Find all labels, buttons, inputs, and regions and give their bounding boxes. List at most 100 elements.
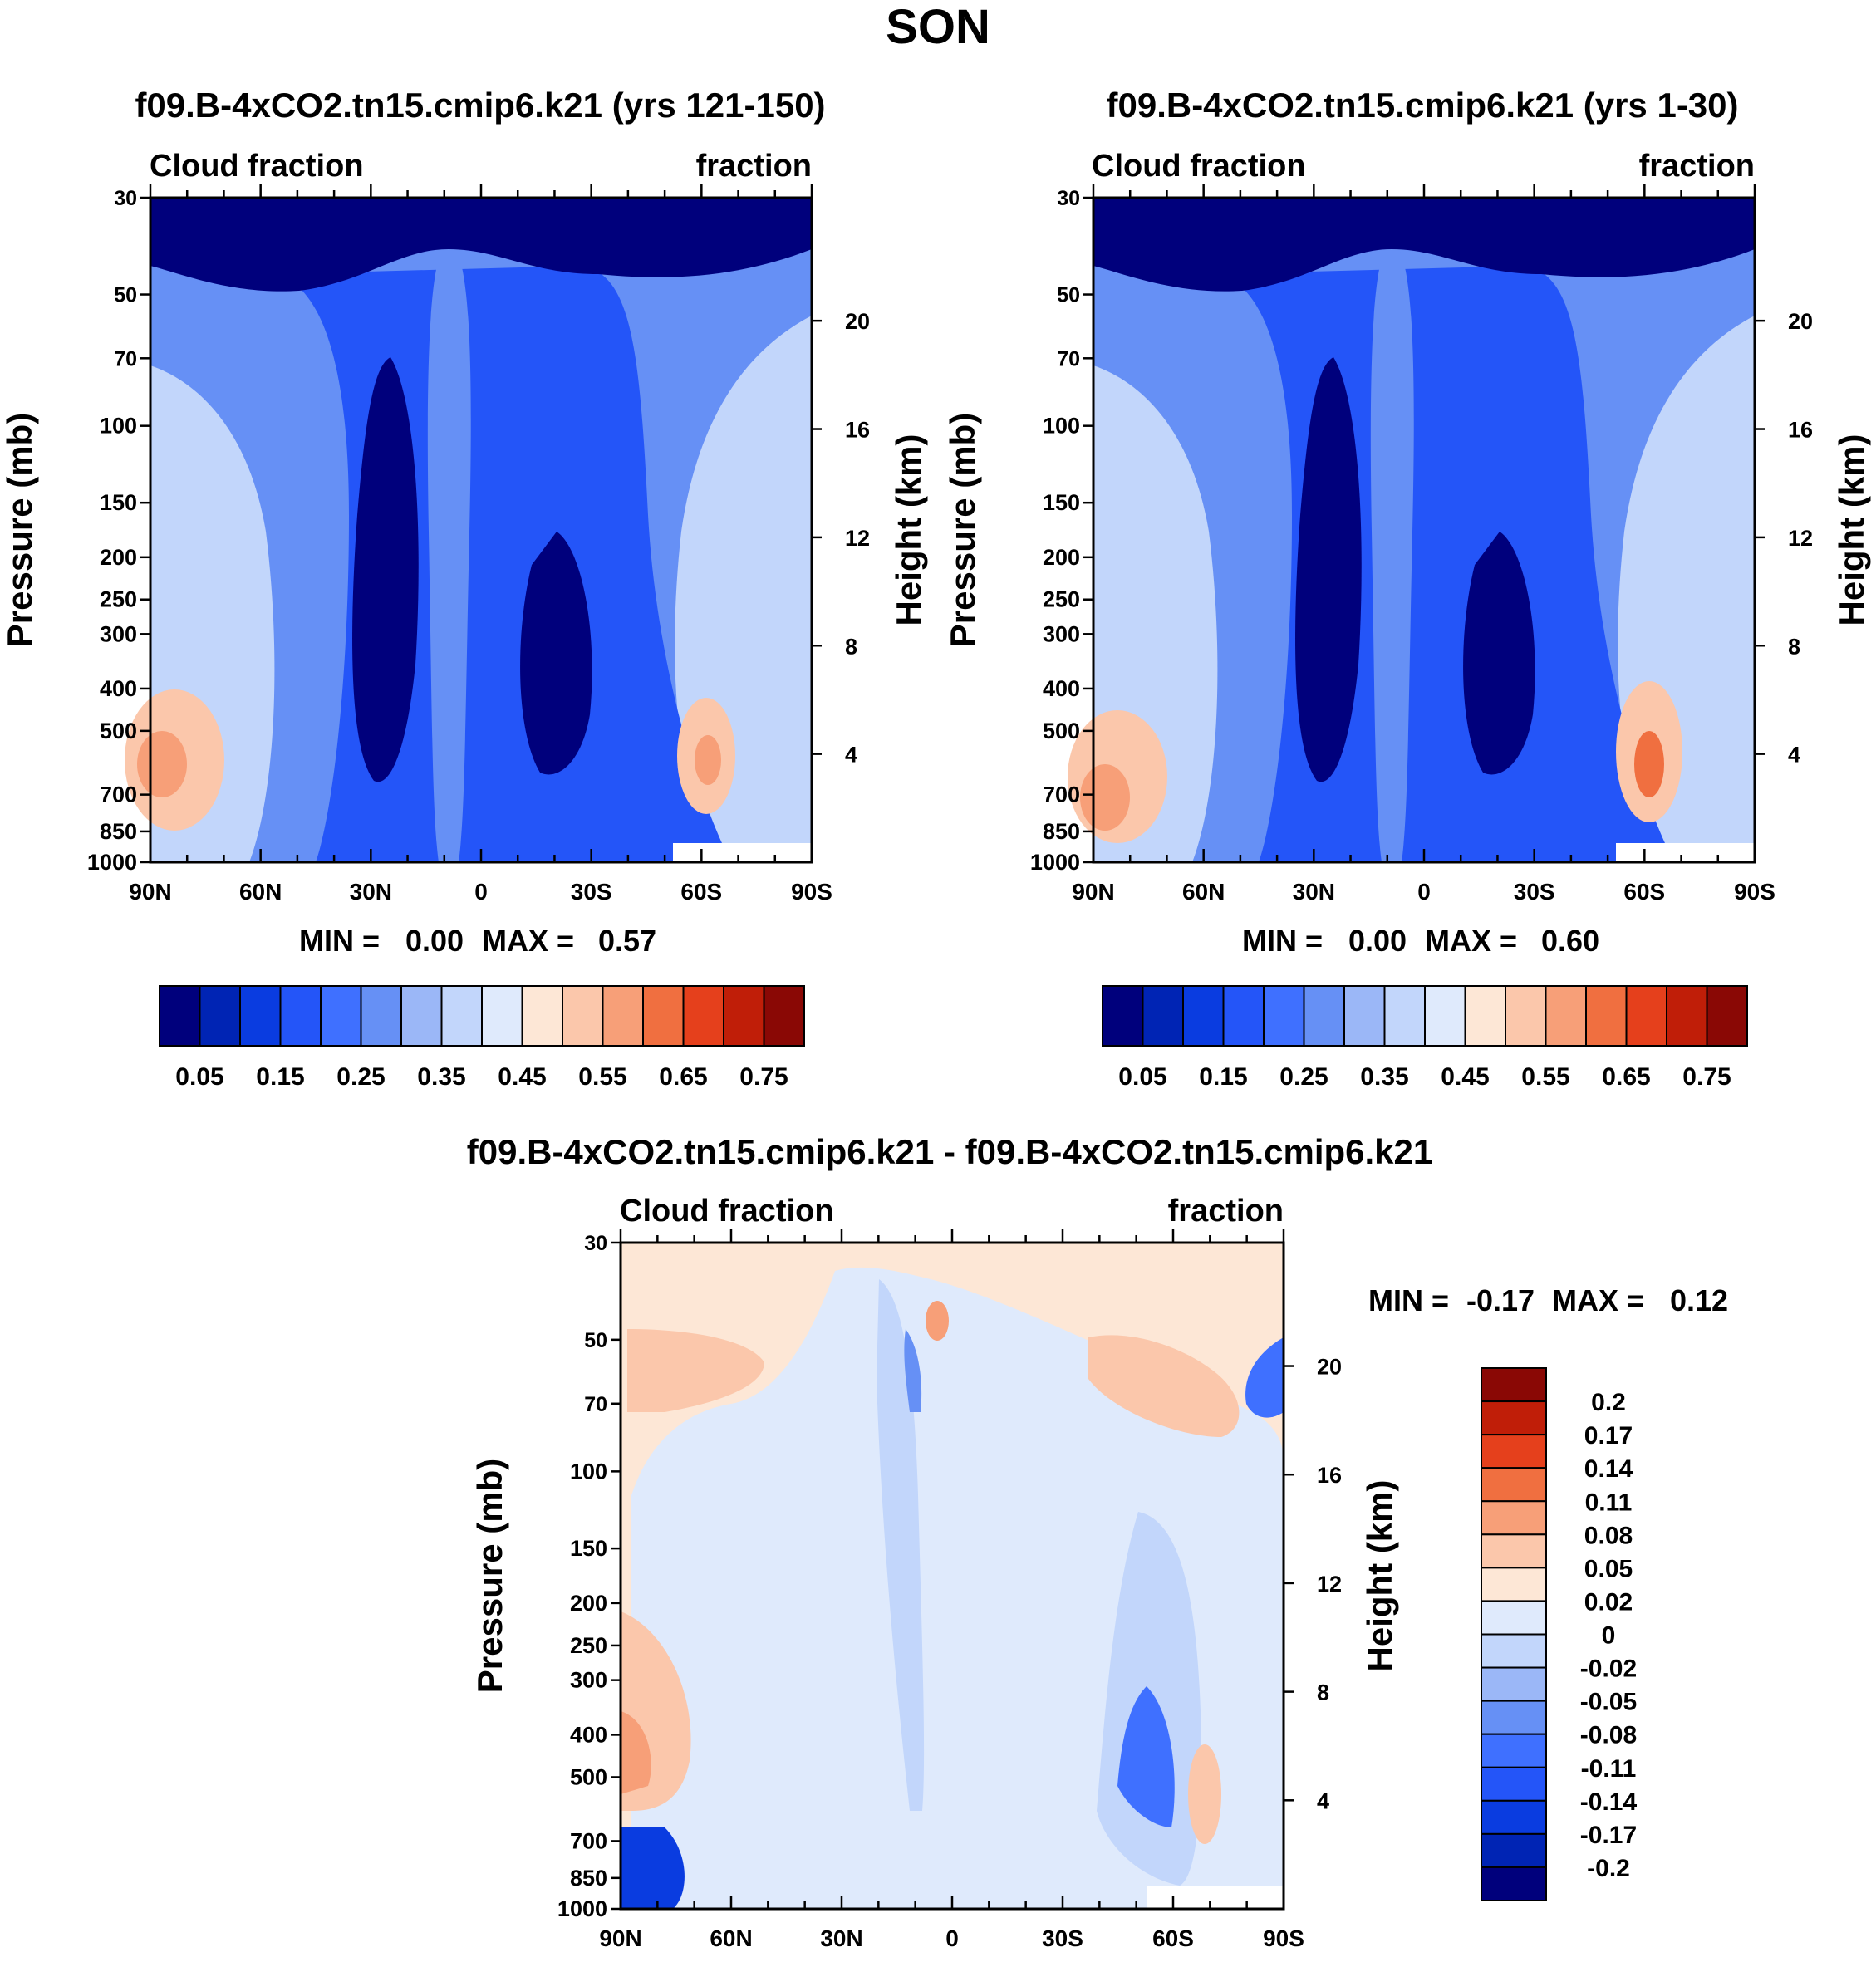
pressure-tick-label: 700 — [570, 1828, 607, 1853]
pressure-tick-label: 30 — [114, 187, 137, 210]
pressure-tick-label: 850 — [100, 819, 137, 844]
pressure-tick-label: 400 — [100, 676, 137, 701]
field-contour-stratocumulus-n-core — [1080, 764, 1130, 831]
colorbar-label: 0.02 — [1584, 1588, 1633, 1616]
y-axis-label: Pressure (mb) — [0, 413, 39, 647]
pressure-tick-label: 50 — [584, 1329, 607, 1352]
height-tick-label: 12 — [845, 526, 870, 551]
pressure-tick-label: 250 — [100, 587, 137, 612]
colorbar-swatch — [1625, 985, 1667, 1047]
field-contour-pos-upper-s — [1088, 1335, 1240, 1437]
colorbar-swatch — [1102, 985, 1144, 1047]
colorbar-swatch — [642, 985, 685, 1047]
field-contour-itcz — [427, 241, 471, 862]
pressure-tick-label: 200 — [100, 545, 137, 570]
colorbar-swatch — [1303, 985, 1345, 1047]
pressure-tick-label: 150 — [100, 490, 137, 515]
latitude-tick-label: 60S — [1623, 879, 1665, 905]
height-tick-label: 12 — [1788, 526, 1813, 551]
panel-top-right: f09.B-4xCO2.tn15.cmip6.k21 (yrs 1-30) Cl… — [943, 86, 1871, 1091]
latitude-tick-label: 30S — [1042, 1925, 1083, 1951]
height-tick-label: 20 — [1317, 1355, 1342, 1380]
latitude-tick-label: 60N — [710, 1925, 752, 1951]
pressure-tick-label: 200 — [570, 1591, 607, 1616]
latitude-tick-label: 30S — [571, 879, 612, 905]
field-contour-pos-n-core — [621, 1711, 651, 1794]
colorbar-label: -0.11 — [1581, 1755, 1637, 1783]
pressure-tick-label: 300 — [1043, 621, 1080, 646]
colorbar-swatch — [521, 985, 563, 1047]
latitude-tick-label: 90N — [1072, 879, 1114, 905]
pressure-tick-label: 30 — [584, 1232, 607, 1255]
right-label: fraction — [1168, 1194, 1284, 1229]
colorbar-swatch — [1505, 985, 1547, 1047]
plot-field — [619, 1241, 1285, 1911]
pressure-tick-label: 700 — [1043, 782, 1080, 807]
field-contour-neg-tropics-core — [904, 1329, 922, 1412]
pressure-tick-label: 200 — [1043, 545, 1080, 570]
pressure-tick-label: 400 — [1043, 676, 1080, 701]
colorbar-swatch — [763, 985, 805, 1047]
min-max-readout: MIN = 0.00 MAX = 0.57 — [299, 924, 656, 958]
height-tick-label: 8 — [845, 634, 857, 659]
height-tick-label: 4 — [1788, 743, 1800, 768]
colorbar-swatch — [562, 985, 604, 1047]
latitude-tick-label: 90S — [791, 879, 832, 905]
y-axis-label: Pressure (mb) — [943, 413, 982, 647]
height-tick-label: 20 — [1788, 309, 1813, 334]
colorbar-swatch — [1666, 985, 1708, 1047]
panel-title: f09.B-4xCO2.tn15.cmip6.k21 - f09.B-4xCO2… — [467, 1132, 1433, 1171]
colorbar-swatch — [279, 985, 322, 1047]
pressure-tick-label: 700 — [100, 782, 137, 807]
colorbar-swatch — [1481, 1500, 1547, 1536]
colorbar-label: 0.65 — [659, 1063, 707, 1091]
height-tick-label: 8 — [1317, 1680, 1329, 1705]
colorbar-label: 0.2 — [1591, 1389, 1626, 1416]
y-axis-right-label: Height (km) — [1832, 434, 1871, 626]
latitude-tick-label: 30S — [1514, 879, 1555, 905]
latitude-tick-label: 30N — [350, 879, 392, 905]
colorbar-horizontal: 0.05 0.15 0.25 0.35 0.45 0.55 0.65 0.75 — [159, 985, 805, 1091]
pressure-tick-label: 100 — [100, 414, 137, 439]
colorbar-swatch — [1182, 985, 1225, 1047]
colorbar-swatch — [239, 985, 282, 1047]
colorbar-swatch — [723, 985, 765, 1047]
pressure-tick-label: 100 — [1043, 414, 1080, 439]
height-tick-label: 16 — [1788, 418, 1813, 443]
colorbar-label: 0.05 — [175, 1063, 223, 1091]
height-axis: 20 16 12 8 4 — [812, 309, 870, 768]
min-value: -0.17 — [1466, 1283, 1535, 1317]
field-contour-southern-ocean-core — [1634, 731, 1664, 797]
min-max-readout: MIN = 0.00 MAX = 0.60 — [1242, 924, 1599, 958]
field-contour-neg-polar-s — [1245, 1337, 1284, 1418]
colorbar-swatch — [1481, 1367, 1547, 1403]
latitude-axis: 90N 60N 30N 0 30S 60S 90S — [1072, 184, 1775, 905]
colorbar-swatch — [1464, 985, 1506, 1047]
colorbar-swatch — [481, 985, 523, 1047]
latitude-tick-label: 60S — [1152, 1925, 1194, 1951]
panel-top-left: f09.B-4xCO2.tn15.cmip6.k21 (yrs 121-150)… — [0, 86, 928, 1091]
field-contour-itcz — [1370, 241, 1414, 862]
colorbar-swatch — [1222, 985, 1265, 1047]
colorbar-label: 0.08 — [1584, 1522, 1633, 1549]
latitude-tick-label: 90S — [1263, 1925, 1304, 1951]
latitude-axis: 90N 60N 30N 0 30S 60S 90S — [599, 1229, 1304, 1951]
y-axis-label: Pressure (mb) — [470, 1459, 509, 1693]
colorbar-swatch — [1585, 985, 1628, 1047]
min-max-readout: MIN = -0.17 MAX = 0.12 — [1368, 1283, 1728, 1317]
pressure-axis: 30 50 70 100 150 200 250 300 400 500 700 850 1000 — [87, 187, 150, 875]
colorbar-swatch — [1343, 985, 1386, 1047]
colorbar-label: -0.08 — [1580, 1722, 1637, 1749]
left-label: Cloud fraction — [620, 1194, 834, 1229]
field-contour-subsidence-n — [1295, 357, 1362, 782]
pressure-tick-label: 500 — [1043, 719, 1080, 743]
colorbar-swatch — [1383, 985, 1426, 1047]
colorbar-swatch — [1481, 1533, 1547, 1569]
colorbar-label: -0.05 — [1580, 1689, 1637, 1716]
field-contour-subsidence-s — [1463, 532, 1535, 775]
pressure-tick-label: 70 — [1057, 347, 1080, 370]
colorbar-swatch — [1481, 1633, 1547, 1669]
colorbar-swatch — [400, 985, 443, 1047]
max-label: MAX = — [482, 924, 574, 958]
colorbar-swatch — [1481, 1766, 1547, 1802]
